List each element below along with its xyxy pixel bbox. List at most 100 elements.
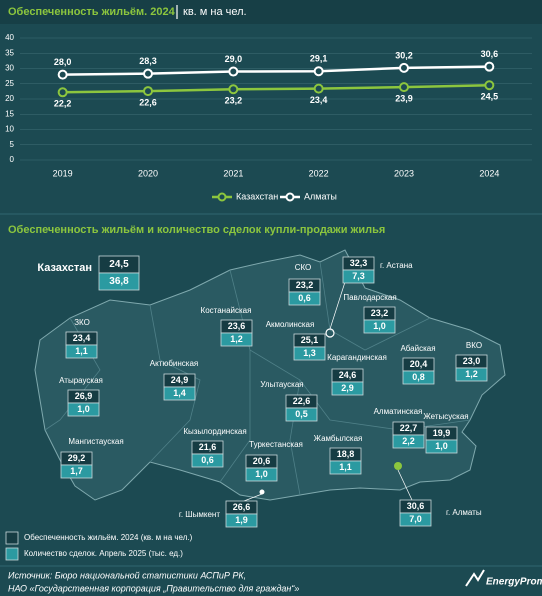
deals-label: 1,4	[173, 388, 186, 398]
y-tick-label: 10	[5, 125, 14, 134]
housing-label: 26,6	[233, 502, 251, 512]
deals-label: 7,0	[409, 514, 422, 524]
y-tick-label: 15	[5, 109, 14, 118]
region-label: ВКО	[466, 341, 482, 350]
x-tick-label: 2023	[394, 168, 414, 178]
deals-label: 1,0	[255, 469, 268, 479]
data-label: 23,9	[395, 93, 413, 103]
region-border	[219, 350, 251, 483]
housing-label: 25,1	[301, 335, 319, 345]
housing-label: 23,6	[228, 321, 246, 331]
deals-label: 1,0	[435, 441, 448, 451]
deals-box	[402, 370, 435, 385]
point	[313, 83, 324, 94]
map-title: Обеспеченность жильём и количество сдело…	[8, 224, 385, 236]
point	[57, 87, 68, 98]
deals-label: 7,3	[352, 271, 365, 281]
leader-line	[397, 469, 413, 501]
region-label: Алматинская	[374, 407, 423, 416]
y-tick-label: 25	[5, 79, 14, 88]
deals-box	[163, 386, 196, 401]
deals-box	[392, 434, 425, 449]
data-label: 24,5	[481, 92, 499, 102]
point	[57, 69, 68, 80]
deals-label: 1,0	[373, 321, 386, 331]
housing-label: 32,3	[350, 258, 368, 268]
deals-box	[225, 513, 258, 528]
housing-label: 26,9	[75, 391, 93, 401]
y-tick-label: 20	[5, 94, 14, 103]
leader-line	[243, 493, 263, 502]
deals-label: 0,6	[201, 455, 214, 465]
data-label: 23,4	[310, 95, 328, 105]
point	[399, 62, 409, 73]
legend-swatch	[5, 547, 19, 561]
deals-box	[455, 367, 488, 382]
legend-label: Количество сделок. Апрель 2025 (тыс. ед.…	[24, 549, 183, 558]
housing-label: 24,6	[339, 370, 357, 380]
data-label: 22,6	[139, 97, 157, 107]
point	[313, 66, 324, 77]
city-marker	[259, 489, 265, 495]
deals-box	[331, 381, 364, 396]
title-band	[0, 0, 542, 24]
y-tick-label: 0	[10, 155, 15, 164]
data-label: 28,3	[139, 56, 157, 66]
y-tick-label: 30	[5, 64, 14, 73]
housing-label: 19,9	[433, 428, 451, 438]
housing-label: 22,6	[293, 396, 311, 406]
deals-box	[220, 332, 253, 347]
deals-label: 0,8	[412, 372, 425, 382]
legend-label: Казахстан	[236, 191, 278, 201]
x-tick-label: 2022	[309, 168, 329, 178]
y-tick-label: 5	[10, 140, 15, 149]
deals-box	[363, 319, 396, 334]
legend-label: Обеспеченность жильём. 2024 (кв. м на че…	[24, 533, 193, 542]
region-label: Казахстан	[37, 262, 92, 274]
legend-label: Алматы	[304, 191, 337, 201]
housing-label: 23,2	[296, 280, 314, 290]
region-label: Улытауская	[260, 380, 303, 389]
housing-label: 20,4	[410, 359, 428, 369]
deals-label: 1,1	[75, 346, 88, 356]
chart-subtitle: кв. м на чел.	[183, 6, 247, 18]
point	[228, 66, 239, 77]
housing-label: 23,4	[73, 333, 91, 343]
deals-box	[191, 453, 224, 468]
data-label: 28,0	[54, 57, 72, 67]
deals-label: 1,7	[70, 466, 83, 476]
region-border	[319, 261, 431, 351]
logo: EnergyProm	[486, 577, 542, 588]
housing-label: 23,0	[463, 356, 481, 366]
point	[399, 82, 409, 93]
deals-label: 1,2	[230, 334, 243, 344]
deals-box	[245, 467, 278, 482]
deals-box	[60, 464, 93, 479]
deals-label: 1,9	[235, 515, 248, 525]
deals-box	[399, 512, 432, 527]
source-text: НАО «Государственная корпорация „Правите…	[8, 583, 299, 593]
deals-box	[329, 460, 362, 475]
region-label: СКО	[295, 263, 312, 272]
region-label: ЗКО	[74, 318, 90, 327]
deals-label: 0,6	[298, 293, 311, 303]
data-label: 29,0	[225, 54, 243, 64]
point	[484, 80, 495, 91]
deals-label: 1,2	[465, 369, 478, 379]
deals-label: 1,0	[77, 404, 90, 414]
y-tick-label: 35	[5, 48, 14, 57]
region-label: Павлодарская	[343, 293, 396, 302]
housing-label: 21,6	[199, 442, 217, 452]
x-tick-label: 2019	[53, 168, 73, 178]
point	[143, 68, 153, 79]
housing-label: 24,9	[171, 375, 189, 385]
x-tick-label: 2020	[138, 168, 158, 178]
data-label: 29,1	[310, 54, 328, 64]
point	[143, 86, 153, 97]
region-label: Акмолинская	[266, 320, 315, 329]
deals-label: 2,9	[341, 383, 354, 393]
deals-label: 36,8	[109, 276, 129, 287]
source-text: Источник: Бюро национальной статистики А…	[8, 570, 246, 580]
region-label: г. Астана	[380, 261, 413, 270]
